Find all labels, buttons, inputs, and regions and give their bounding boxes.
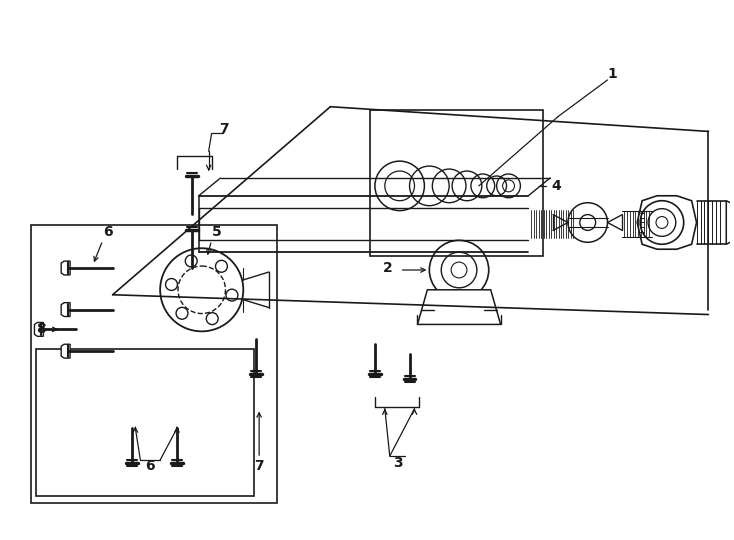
Text: 2: 2 [383, 261, 393, 275]
Text: 1: 1 [608, 67, 617, 81]
Polygon shape [418, 290, 501, 325]
Text: 6: 6 [145, 459, 155, 473]
Polygon shape [726, 201, 734, 244]
Text: 8: 8 [37, 322, 46, 336]
Polygon shape [34, 322, 43, 336]
Bar [32, 226, 277, 503]
Polygon shape [61, 261, 70, 275]
Bar [370, 110, 543, 256]
Text: 4: 4 [551, 179, 561, 193]
Polygon shape [637, 196, 697, 249]
Polygon shape [61, 344, 70, 358]
Text: 7: 7 [219, 123, 228, 137]
Text: 6: 6 [103, 225, 112, 239]
Bar [37, 349, 254, 496]
Polygon shape [61, 302, 70, 316]
Text: 7: 7 [254, 459, 264, 473]
Text: 3: 3 [393, 456, 402, 470]
Text: 5: 5 [211, 225, 222, 239]
